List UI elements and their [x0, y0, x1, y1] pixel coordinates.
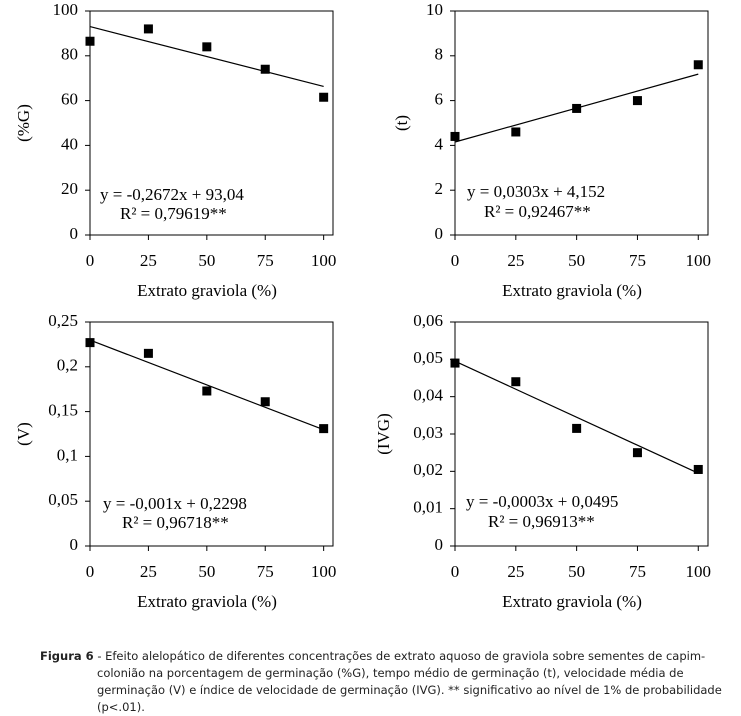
trend-line — [89, 26, 324, 88]
y-tick-label: 0,01 — [413, 498, 443, 517]
trend-line — [454, 360, 699, 474]
r-squared: R² = 0,79619** — [120, 204, 227, 223]
y-tick-label: 0,05 — [413, 348, 443, 367]
x-tick-label: 25 — [507, 562, 524, 581]
x-tick-label: 25 — [140, 562, 157, 581]
data-point — [260, 397, 270, 407]
equation: y = 0,0303x + 4,152 — [467, 182, 605, 201]
r-squared: R² = 0,96913** — [488, 512, 595, 531]
data-point — [319, 424, 329, 434]
y-tick-label: 40 — [61, 134, 78, 153]
y-tick-label: 0,02 — [413, 460, 443, 479]
x-axis-label: Extrato graviola (%) — [137, 281, 277, 300]
plot-frame — [454, 10, 709, 236]
y-axis-label: (IVG) — [374, 413, 393, 455]
y-tick-label: 0 — [70, 535, 79, 554]
r-squared: R² = 0,96718** — [122, 513, 229, 532]
x-tick-label: 0 — [86, 251, 95, 270]
data-point — [202, 386, 212, 396]
y-tick-label: 10 — [426, 0, 443, 19]
data-point — [511, 127, 521, 137]
equation: y = -0,001x + 0,2298 — [103, 494, 247, 513]
data-point — [85, 36, 95, 46]
y-tick-label: 4 — [435, 134, 444, 153]
equation: y = -0,0003x + 0,0495 — [466, 492, 618, 511]
x-tick-label: 50 — [198, 562, 215, 581]
x-tick-label: 25 — [507, 251, 524, 270]
y-tick-label: 0,15 — [48, 401, 78, 420]
data-point — [450, 358, 460, 368]
data-point — [632, 96, 642, 106]
caption-text: - Efeito alelopático de diferentes conce… — [97, 649, 722, 714]
y-tick-label: 0 — [435, 224, 444, 243]
x-tick-label: 0 — [86, 562, 95, 581]
y-tick-label: 0,25 — [48, 311, 78, 330]
y-tick-label: 0 — [70, 224, 79, 243]
plot-frame — [89, 10, 334, 236]
r-squared: R² = 0,92467** — [484, 202, 591, 221]
x-axis-label: Extrato graviola (%) — [502, 281, 642, 300]
data-point — [450, 131, 460, 141]
y-tick-label: 80 — [61, 45, 78, 64]
y-tick-label: 100 — [53, 0, 79, 19]
x-tick-label: 100 — [686, 562, 712, 581]
trend-line — [89, 339, 324, 431]
data-point — [511, 377, 521, 387]
data-point — [260, 64, 270, 74]
x-tick-label: 50 — [568, 562, 585, 581]
data-point — [143, 24, 153, 34]
x-axis-label: Extrato graviola (%) — [502, 592, 642, 611]
x-tick-label: 50 — [198, 251, 215, 270]
caption: Figura 6 - Efeito alelopático de diferen… — [40, 648, 730, 716]
data-point — [85, 338, 95, 348]
x-tick-label: 75 — [257, 251, 274, 270]
data-point — [632, 448, 642, 458]
data-point — [572, 103, 582, 113]
y-tick-label: 0 — [435, 535, 444, 554]
x-tick-label: 25 — [140, 251, 157, 270]
x-tick-label: 0 — [451, 251, 460, 270]
y-tick-label: 2 — [435, 179, 444, 198]
y-axis-label: (%G) — [14, 104, 33, 142]
data-point — [202, 42, 212, 52]
x-tick-label: 75 — [629, 251, 646, 270]
y-tick-label: 0,1 — [57, 445, 78, 464]
x-tick-label: 100 — [686, 251, 712, 270]
x-tick-label: 75 — [257, 562, 274, 581]
y-tick-label: 0,05 — [48, 490, 78, 509]
y-axis-label: (V) — [14, 422, 33, 446]
y-tick-label: 0,03 — [413, 423, 443, 442]
data-point — [319, 92, 329, 102]
plot-frame — [89, 321, 334, 547]
x-tick-label: 0 — [451, 562, 460, 581]
data-point — [143, 348, 153, 358]
x-axis-label: Extrato graviola (%) — [137, 592, 277, 611]
data-point — [572, 423, 582, 433]
y-axis-label: (t) — [392, 115, 411, 131]
data-point — [693, 464, 703, 474]
y-tick-label: 0,2 — [57, 356, 78, 375]
y-tick-label: 8 — [435, 45, 444, 64]
data-point — [693, 60, 703, 70]
y-tick-label: 0,06 — [413, 311, 443, 330]
x-tick-label: 100 — [311, 251, 337, 270]
x-tick-label: 75 — [629, 562, 646, 581]
caption-label: Figura 6 — [40, 649, 94, 663]
x-tick-label: 100 — [311, 562, 337, 581]
y-tick-label: 6 — [435, 90, 444, 109]
x-tick-label: 50 — [568, 251, 585, 270]
y-tick-label: 0,04 — [413, 386, 443, 405]
equation: y = -0,2672x + 93,04 — [100, 185, 244, 204]
y-tick-label: 60 — [61, 90, 78, 109]
y-tick-label: 20 — [61, 179, 78, 198]
